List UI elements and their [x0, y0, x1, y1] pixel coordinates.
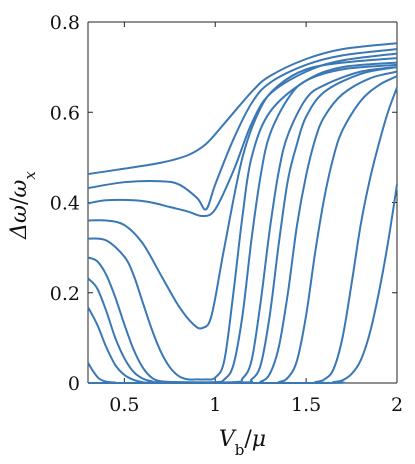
y-tick-label: 0.6 [50, 102, 80, 124]
series-line-9 [87, 70, 398, 385]
series-line-4 [87, 57, 398, 330]
series-line-1 [87, 42, 398, 176]
x-tick-label: 2 [391, 394, 403, 416]
series-line-10 [88, 75, 398, 385]
x-axis-title: Vb/μ [219, 427, 266, 459]
series-line-2 [87, 48, 398, 211]
x-tick-label: 1 [209, 394, 221, 416]
series-line-11 [88, 87, 398, 385]
y-tick-label: 0.2 [50, 283, 80, 305]
y-tick-label: 0 [68, 373, 80, 395]
series-line-12 [88, 184, 398, 384]
y-axis-title: Δω/ωx [7, 171, 39, 240]
series-line-5 [87, 61, 398, 381]
series-line-8 [87, 66, 398, 384]
series-line-3 [87, 52, 398, 218]
plot-frame [87, 21, 398, 384]
y-tick-label: 0.4 [50, 193, 80, 215]
tick-marks [88, 21, 398, 384]
series-lines [87, 42, 398, 385]
series-line-7 [87, 66, 398, 384]
tick-labels: 0.5 1 1.5 2 0 0.2 0.4 0.6 0.8 [50, 12, 403, 416]
x-tick-label: 0.5 [109, 394, 139, 416]
y-tick-label: 0.8 [50, 12, 80, 34]
x-tick-label: 1.5 [291, 394, 321, 416]
